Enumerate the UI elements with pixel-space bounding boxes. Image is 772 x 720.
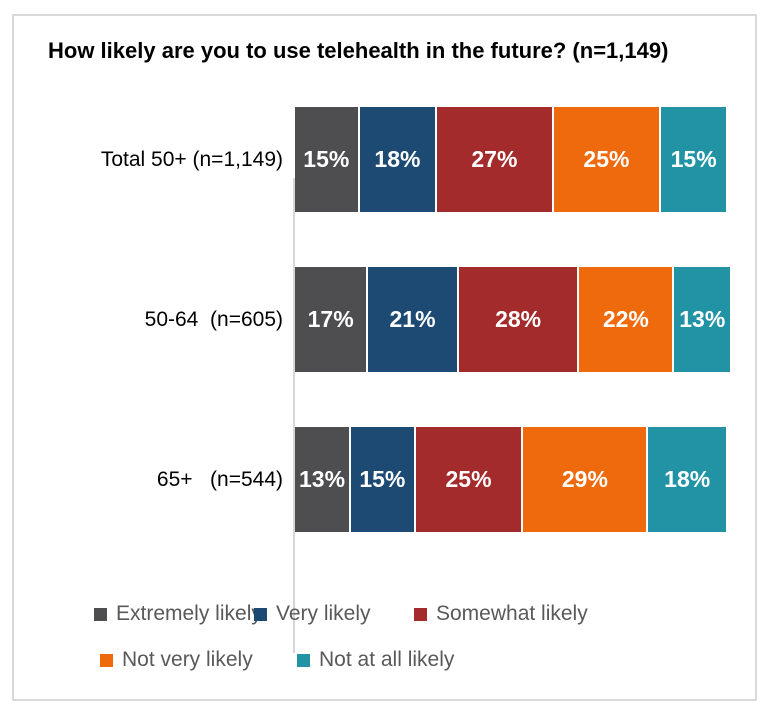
legend-swatch-not-at-all-likely: [297, 653, 310, 667]
bar-segment-very-likely: 21%: [368, 267, 459, 372]
bar-segment-not-very-likely: 29%: [523, 427, 649, 532]
bar-segment-not-at-all-likely: 13%: [674, 267, 731, 372]
legend-item-not-at-all-likely: Not at all likely: [297, 648, 454, 672]
bar-segment-not-at-all-likely: 15%: [661, 107, 726, 212]
stacked-bar: 13% 15% 25% 29% 18%: [295, 427, 726, 532]
value-label: 17%: [307, 306, 354, 332]
value-label: 15%: [359, 466, 406, 492]
category-label: 65+ (n=544): [156, 467, 283, 491]
legend-item-very-likely: Very likely: [254, 602, 414, 626]
value-label: 27%: [471, 146, 518, 172]
bar-segment-not-very-likely: 25%: [553, 107, 662, 212]
plot-area: Total 50+ (n=1,149) 15% 18% 27% 25% 15% 50-64 …: [14, 107, 755, 653]
legend-swatch-not-very-likely: [100, 653, 113, 667]
value-label: 25%: [583, 146, 630, 172]
bar-segment-not-very-likely: 22%: [579, 267, 675, 372]
category-label: 50-64 (n=605): [144, 307, 283, 331]
legend-label: Extremely likely: [116, 602, 262, 625]
legend-label: Very likely: [276, 602, 371, 625]
y-axis-line: [293, 178, 295, 653]
legend-label: Not at all likely: [319, 648, 455, 671]
value-label: 29%: [561, 466, 608, 492]
legend-item-extremely-likely: Extremely likely: [94, 602, 262, 626]
value-label: 18%: [374, 146, 421, 172]
bar-row-total-50-n-1-149-: Total 50+ (n=1,149) 15% 18% 27% 25% 15%: [14, 107, 755, 212]
chart-title: How likely are you to use telehealth in …: [48, 38, 669, 63]
bar-segment-extremely-likely: 13%: [295, 427, 352, 532]
value-label: 18%: [664, 466, 711, 492]
legend-label: Not very likely: [122, 648, 253, 671]
value-label: 13%: [298, 466, 346, 492]
stacked-bar: 15% 18% 27% 25% 15%: [295, 107, 726, 212]
bar-segment-very-likely: 15%: [351, 427, 416, 532]
bar-segment-somewhat-likely: 25%: [415, 427, 524, 532]
chart-container: How likely are you to use telehealth in …: [12, 14, 757, 701]
category-label: Total 50+ (n=1,149): [100, 147, 283, 171]
legend-swatch-very-likely: [254, 607, 267, 621]
bar-segment-somewhat-likely: 28%: [458, 267, 580, 372]
legend: Extremely likely Very likely Somewhat like…: [14, 599, 755, 691]
legend-item-somewhat-likely: Somewhat likely: [414, 602, 588, 626]
legend-swatch-somewhat-likely: [414, 607, 427, 621]
value-label: 22%: [602, 306, 649, 332]
bar-row-50-64-n-605-: 50-64 (n=605) 17% 21% 28% 22% 13%: [14, 267, 755, 372]
bar-segment-very-likely: 18%: [359, 107, 438, 212]
legend-row: Not very likely Not at all likely: [14, 645, 755, 675]
bar-segment-extremely-likely: 17%: [295, 267, 369, 372]
value-label: 21%: [389, 306, 436, 332]
stacked-bar: 17% 21% 28% 22% 13%: [295, 267, 731, 372]
value-label: 25%: [445, 466, 492, 492]
bar-row-65-n-544-: 65+ (n=544) 13% 15% 25% 29% 18%: [14, 427, 755, 532]
legend-swatch-extremely-likely: [94, 607, 107, 621]
value-label: 15%: [670, 146, 717, 172]
legend-item-not-very-likely: Not very likely: [100, 648, 297, 672]
legend-label: Somewhat likely: [436, 602, 588, 625]
value-label: 15%: [303, 146, 350, 172]
legend-row: Extremely likely Very likely Somewhat like…: [14, 599, 755, 629]
bar-segment-not-at-all-likely: 18%: [648, 427, 726, 532]
value-label: 13%: [679, 306, 726, 332]
bar-segment-extremely-likely: 15%: [295, 107, 360, 212]
bar-rows: Total 50+ (n=1,149) 15% 18% 27% 25% 15% 50-64 …: [14, 107, 755, 532]
bar-segment-somewhat-likely: 27%: [437, 107, 554, 212]
value-label: 28%: [495, 306, 542, 332]
